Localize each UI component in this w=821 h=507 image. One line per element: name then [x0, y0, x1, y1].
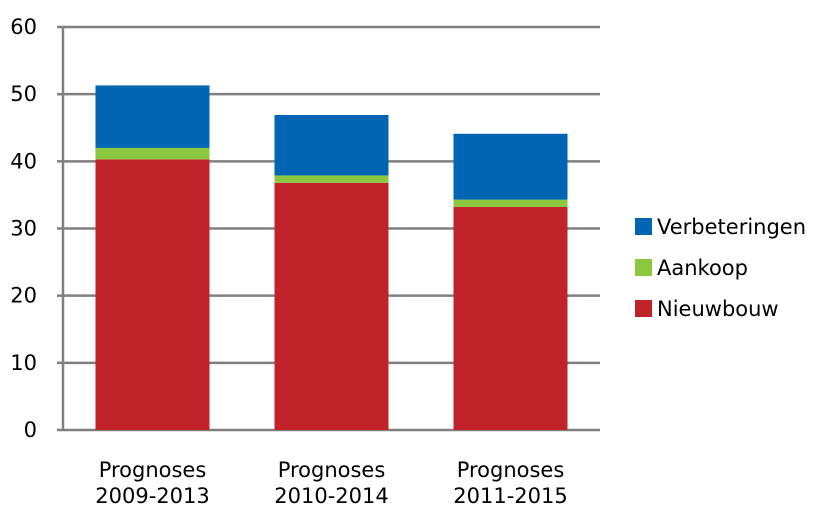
x-category-label: 2011-2015 — [453, 484, 567, 507]
bar-aankoop-2 — [274, 175, 389, 183]
y-tick-label: 60 — [10, 15, 37, 39]
y-tick-label: 30 — [10, 217, 37, 241]
legend-swatch-nieuwbouw — [635, 300, 652, 317]
bar-nieuwbouw-3 — [453, 207, 568, 430]
bar-aankoop-1 — [95, 147, 210, 160]
x-category-label: Prognoses — [99, 458, 207, 482]
bar-verbeteringen-2 — [274, 114, 389, 176]
x-axis-labels: Prognoses2009-2013Prognoses2010-2014Prog… — [95, 458, 567, 507]
x-category-label: Prognoses — [457, 458, 565, 482]
legend-swatch-verbeteringen — [635, 218, 652, 235]
legend-label-aankoop: Aankoop — [657, 256, 748, 280]
bar-verbeteringen-3 — [453, 133, 568, 200]
legend: Verbeteringen Aankoop Nieuwbouw — [635, 215, 806, 321]
bar-nieuwbouw-1 — [95, 159, 210, 430]
y-tick-label: 40 — [10, 149, 37, 173]
y-tick-label: 20 — [10, 284, 37, 308]
legend-label-verbeteringen: Verbeteringen — [657, 215, 806, 239]
x-category-label: Prognoses — [278, 458, 386, 482]
y-axis-ticks: 0 10 20 30 40 50 60 — [10, 15, 63, 442]
bar-aankoop-3 — [453, 199, 568, 208]
y-tick-label: 10 — [10, 351, 37, 375]
x-category-label: 2009-2013 — [95, 484, 209, 507]
bar-verbeteringen-1 — [95, 85, 210, 148]
bars — [95, 85, 568, 430]
y-tick-label: 50 — [10, 82, 37, 106]
x-category-label: 2010-2014 — [274, 484, 388, 507]
legend-swatch-aankoop — [635, 259, 652, 276]
bar-nieuwbouw-2 — [274, 182, 389, 430]
y-tick-label: 0 — [24, 418, 37, 442]
legend-label-nieuwbouw: Nieuwbouw — [657, 297, 779, 321]
